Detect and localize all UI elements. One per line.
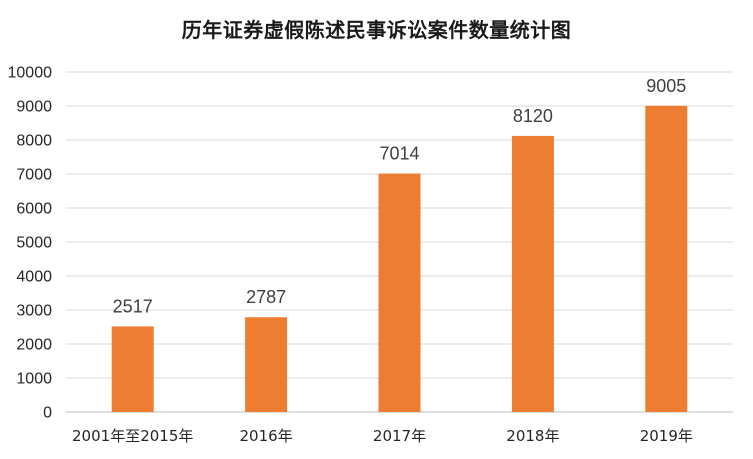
y-tick-label: 9000 <box>16 99 52 116</box>
x-tick-label: 2016年 <box>240 427 293 445</box>
chart-title: 历年证券虚假陈述民事诉讼案件数量统计图 <box>181 18 572 42</box>
bar <box>111 326 154 412</box>
y-tick-label: 7000 <box>16 167 52 184</box>
y-tick-label: 5000 <box>16 235 52 252</box>
y-tick-label: 6000 <box>16 201 52 218</box>
y-tick-label: 3000 <box>16 303 52 320</box>
y-tick-label: 2000 <box>16 337 52 354</box>
y-tick-label: 0 <box>43 405 52 422</box>
y-tick-label: 8000 <box>16 133 52 150</box>
data-label: 2517 <box>113 296 153 316</box>
y-tick-label: 1000 <box>16 371 52 388</box>
data-label: 2787 <box>246 287 286 307</box>
x-tick-label: 2018年 <box>506 427 559 445</box>
bar <box>645 105 688 412</box>
bar <box>378 173 421 412</box>
bar <box>511 135 554 413</box>
data-label: 9005 <box>646 76 686 96</box>
data-label: 7014 <box>379 144 419 164</box>
y-tick-label: 10000 <box>8 65 53 82</box>
bar <box>245 317 288 412</box>
data-label: 8120 <box>513 106 553 126</box>
x-tick-label: 2017年 <box>373 427 426 445</box>
x-tick-label: 2001年至2015年 <box>72 427 193 445</box>
y-tick-label: 4000 <box>16 269 52 286</box>
x-tick-label: 2019年 <box>640 427 693 445</box>
